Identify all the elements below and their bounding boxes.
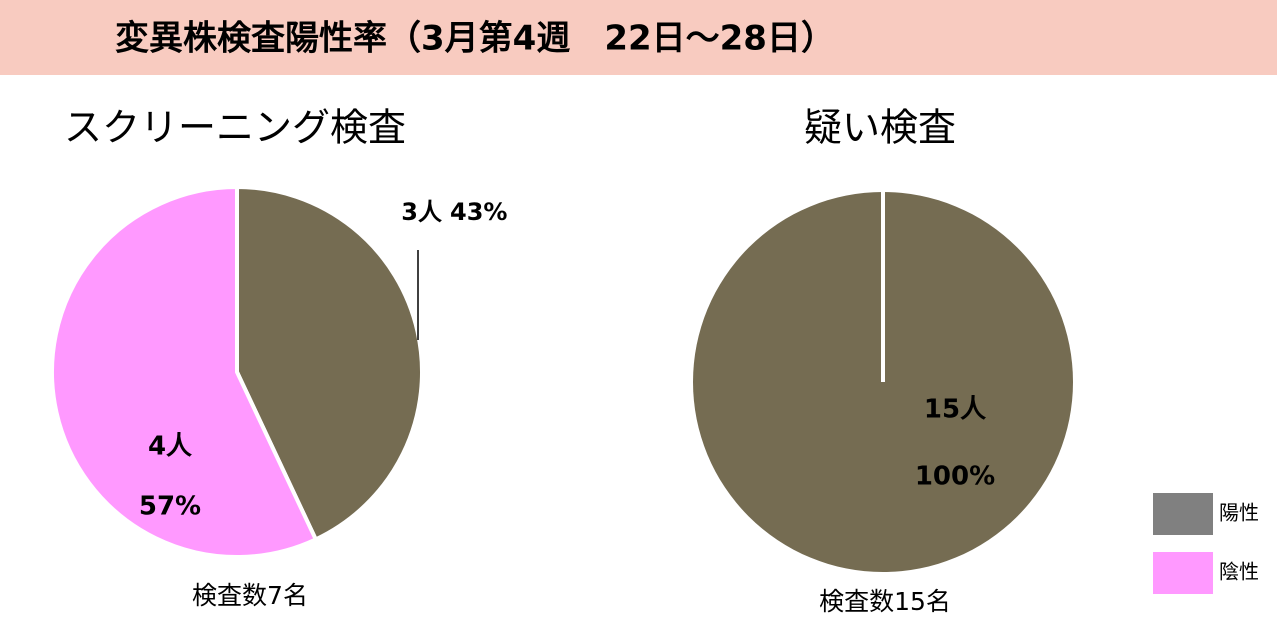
legend-swatch — [1153, 552, 1213, 594]
chart-footer: 検査数15名 — [819, 587, 951, 616]
value-label: 57% — [139, 492, 201, 522]
chart-footer: 検査数7名 — [192, 581, 308, 610]
legend-swatch — [1153, 493, 1213, 535]
pie-slice — [50, 185, 318, 559]
value-label: 43% — [450, 198, 507, 226]
count-label: 15人 — [924, 395, 986, 425]
count-label: 3人 — [401, 198, 442, 226]
page-title: 変異株検査陽性率（3月第4週 22日～28日） — [115, 19, 835, 59]
legend-label: 陽性 — [1219, 501, 1259, 525]
chart-title: スクリーニング検査 — [64, 106, 406, 150]
value-label: 100% — [915, 462, 995, 492]
legend-label: 陰性 — [1219, 560, 1259, 584]
count-label: 4人 — [148, 432, 192, 462]
chart-title: 疑い検査 — [804, 106, 956, 150]
header-band — [0, 0, 1277, 75]
